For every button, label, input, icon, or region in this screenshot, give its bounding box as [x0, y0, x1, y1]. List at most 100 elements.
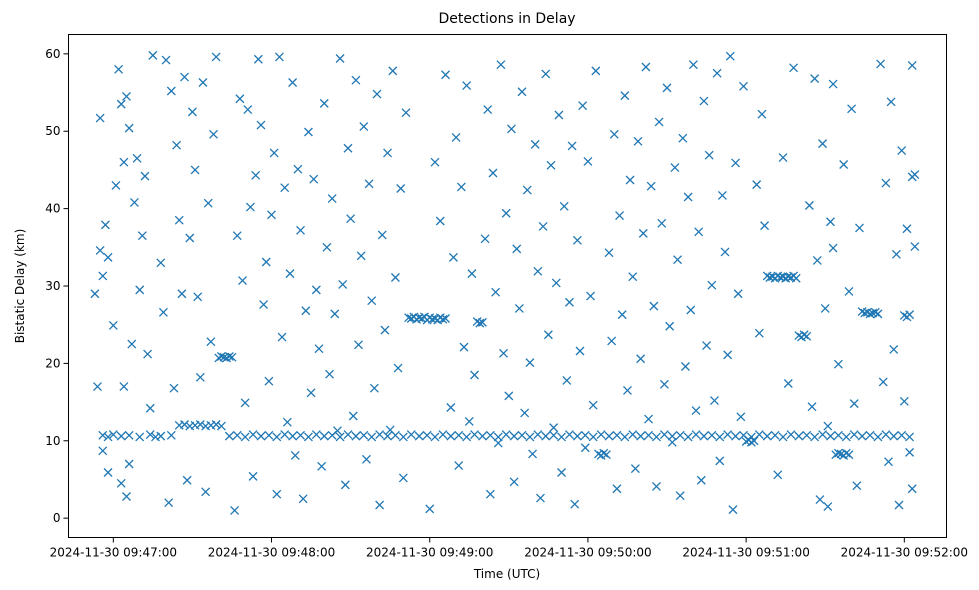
data-point — [557, 432, 567, 442]
data-point — [330, 309, 340, 319]
data-point — [166, 430, 176, 440]
data-point — [512, 244, 522, 254]
data-point — [462, 432, 472, 442]
x-tick-label: 2024-11-30 09:47:00 — [50, 546, 177, 560]
data-point — [245, 202, 255, 212]
data-point — [517, 87, 527, 97]
data-point — [833, 359, 843, 369]
data-point — [572, 235, 582, 245]
data-point — [557, 468, 567, 477]
data-point — [804, 201, 814, 210]
data-point — [675, 430, 685, 440]
scatter-points — [90, 50, 920, 515]
data-point — [174, 215, 184, 225]
data-point — [148, 50, 158, 60]
data-point — [596, 430, 606, 440]
data-point — [477, 317, 487, 327]
data-point — [475, 318, 485, 328]
data-point — [733, 289, 743, 299]
data-point — [390, 430, 400, 440]
data-point — [886, 97, 896, 107]
data-point — [670, 163, 680, 173]
data-point — [773, 470, 783, 480]
data-point — [580, 443, 590, 453]
data-point — [839, 160, 849, 169]
data-point — [857, 431, 867, 441]
data-point — [343, 430, 353, 440]
data-point — [187, 107, 197, 117]
data-point — [116, 99, 126, 109]
data-point — [786, 430, 796, 440]
data-point — [93, 382, 102, 392]
data-point — [841, 432, 851, 442]
data-point — [865, 309, 875, 319]
data-point — [390, 273, 400, 282]
data-point — [630, 464, 640, 474]
data-point — [865, 430, 875, 440]
data-point — [591, 66, 601, 76]
data-point — [274, 52, 284, 62]
data-point — [899, 396, 909, 406]
y-tick-label: 60 — [45, 47, 60, 61]
data-point — [359, 122, 369, 132]
data-point — [789, 63, 799, 73]
data-point — [691, 430, 701, 440]
data-point — [543, 330, 553, 340]
data-point — [396, 184, 406, 193]
data-point — [828, 243, 838, 253]
data-point — [546, 160, 556, 170]
data-point — [649, 301, 659, 311]
data-point — [551, 278, 561, 288]
data-point — [303, 432, 313, 442]
data-point — [723, 430, 733, 440]
data-point — [156, 431, 166, 441]
data-point — [855, 223, 864, 233]
data-point — [372, 89, 382, 99]
data-point — [688, 60, 698, 70]
data-point — [881, 178, 891, 188]
data-point — [554, 110, 564, 120]
data-point — [504, 391, 514, 401]
data-point — [699, 431, 709, 441]
data-point — [826, 217, 835, 227]
data-point — [588, 400, 598, 410]
data-point — [878, 377, 888, 387]
data-point — [277, 332, 287, 342]
data-point — [849, 430, 859, 440]
data-point — [535, 493, 545, 503]
data-point — [754, 430, 764, 440]
data-point — [559, 201, 569, 211]
data-point — [425, 504, 435, 514]
data-point — [145, 430, 155, 440]
data-point — [739, 430, 748, 440]
data-point — [802, 430, 812, 440]
data-point — [522, 185, 532, 195]
data-point — [620, 91, 630, 101]
data-point — [464, 416, 474, 426]
data-point — [298, 494, 308, 504]
data-point — [240, 432, 250, 442]
data-point — [636, 354, 646, 364]
data-point — [681, 362, 690, 371]
data-point — [820, 303, 830, 313]
data-point — [725, 51, 735, 61]
data-point — [122, 492, 131, 501]
data-point — [438, 430, 448, 440]
data-point — [720, 247, 730, 257]
data-point — [314, 344, 324, 354]
data-point — [327, 430, 337, 440]
data-point — [441, 314, 450, 323]
data-point — [662, 83, 672, 93]
data-point — [570, 499, 580, 509]
data-point — [296, 225, 305, 235]
data-point — [678, 133, 688, 143]
data-point — [783, 379, 793, 388]
data-point — [565, 430, 574, 440]
data-point — [108, 430, 118, 440]
x-tick-label: 2024-11-30 09:50:00 — [524, 546, 651, 560]
data-point — [847, 104, 857, 114]
data-point — [652, 481, 661, 491]
data-point — [375, 430, 385, 440]
data-point — [628, 272, 638, 282]
data-point — [383, 431, 392, 441]
